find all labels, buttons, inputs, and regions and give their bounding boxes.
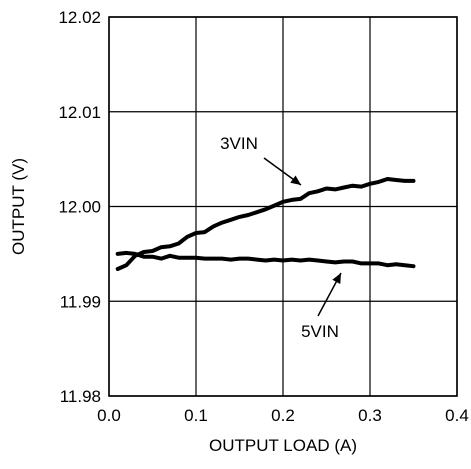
x-tick-label: 0.1	[184, 406, 208, 425]
x-axis-label: OUTPUT LOAD (A)	[209, 436, 357, 455]
x-tick-label: 0.2	[271, 406, 295, 425]
y-tick-label: 11.98	[60, 387, 101, 406]
y-tick-label: 11.99	[60, 292, 101, 311]
series-line-3vin	[115, 177, 416, 271]
x-tick-labels: 0.0 0.1 0.2 0.3 0.4	[97, 406, 469, 425]
series-label-3vin: 3VIN	[220, 134, 258, 153]
y-axis-label: OUTPUT (V)	[9, 158, 28, 255]
plot-frame	[108, 16, 458, 397]
x-tick-label: 0.4	[445, 406, 469, 425]
y-tick-label: 12.00	[58, 198, 101, 217]
y-tick-label: 12.01	[58, 103, 101, 122]
arrowhead-icon	[332, 273, 341, 284]
x-tick-label: 0.0	[97, 406, 121, 425]
x-tick-label: 0.3	[358, 406, 382, 425]
arrowhead-icon	[290, 175, 301, 185]
series-line-5vin	[115, 250, 416, 269]
y-tick-label: 12.02	[58, 8, 101, 27]
series-group	[115, 177, 416, 271]
annotations: 3VIN 5VIN	[220, 134, 342, 341]
series-label-5vin: 5VIN	[301, 322, 339, 341]
grid	[108, 16, 458, 397]
y-tick-labels: 11.98 11.99 12.00 12.01 12.02	[58, 8, 101, 406]
